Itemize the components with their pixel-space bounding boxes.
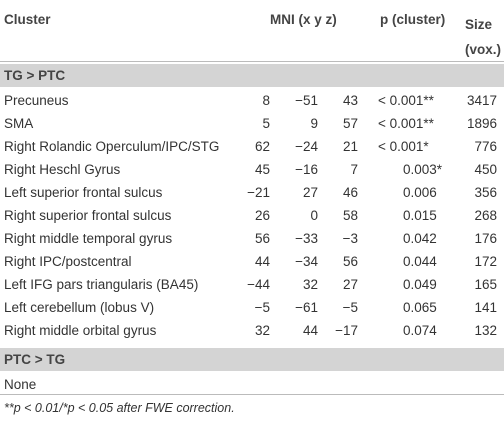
row-label: Left IFG pars triangularis (BA45): [4, 277, 199, 292]
cell: 43: [342, 93, 358, 108]
row-label: Right middle orbital gyrus: [4, 323, 157, 338]
header-cluster: Cluster: [4, 12, 51, 27]
row-label: Right superior frontal sulcus: [4, 208, 172, 223]
cell: 26: [254, 208, 270, 223]
cell: −44: [247, 277, 270, 292]
cell: 8: [262, 93, 270, 108]
cell: 0.074: [403, 323, 437, 338]
section-title: TG > PTC: [4, 68, 66, 83]
header-size: Size (vox.): [465, 17, 502, 57]
cell: −24: [295, 139, 318, 154]
row-label: Right Heschl Gyrus: [4, 162, 121, 177]
cell: 176: [474, 231, 497, 246]
cell: 32: [302, 277, 318, 292]
cell: −5: [254, 300, 270, 315]
cell: 1896: [466, 116, 497, 131]
cell: 45: [254, 162, 270, 177]
cell: 450: [474, 162, 497, 177]
bottom-rule: [0, 394, 504, 395]
cell: 56: [254, 231, 270, 246]
cell: < 0.001*: [378, 139, 429, 154]
cell: 268: [474, 208, 497, 223]
cell: −33: [295, 231, 318, 246]
row-label: Precuneus: [4, 93, 69, 108]
cell: 44: [302, 323, 318, 338]
cell: 3417: [466, 93, 497, 108]
cell: −61: [295, 300, 318, 315]
cell: 7: [350, 162, 358, 177]
cell: 172: [474, 254, 497, 269]
section-title: PTC > TG: [4, 352, 66, 367]
row-label: SMA: [4, 116, 34, 131]
cell: −21: [247, 185, 270, 200]
cell: −17: [335, 323, 358, 338]
cell: 21: [342, 139, 358, 154]
footnote: **p < 0.01/*p < 0.05 after FWE correctio…: [4, 401, 235, 415]
cell: 27: [302, 185, 318, 200]
cell: < 0.001**: [378, 93, 434, 108]
cell: 165: [474, 277, 497, 292]
cell: 46: [342, 185, 358, 200]
cell: 27: [342, 277, 358, 292]
cell: 62: [254, 139, 270, 154]
cell: 0.015: [403, 208, 437, 223]
row-label: Right middle temporal gyrus: [4, 231, 173, 246]
row-label: Right Rolandic Operculum/IPC/STG: [4, 139, 220, 154]
cell: 9: [310, 116, 318, 131]
cell: 0: [310, 208, 318, 223]
section-band: [0, 348, 504, 371]
row-label: Left cerebellum (lobus V): [4, 300, 155, 315]
cell: 0.065: [403, 300, 437, 315]
cell: 0.042: [403, 231, 437, 246]
cell: −34: [295, 254, 318, 269]
cell: 776: [474, 139, 497, 154]
cell: 0.006: [403, 185, 437, 200]
header-rule: [0, 61, 504, 62]
cell: 141: [474, 300, 497, 315]
cell: 5: [262, 116, 270, 131]
section-band: [0, 64, 504, 87]
cell: −51: [295, 93, 318, 108]
cell: 32: [254, 323, 270, 338]
header-mni: MNI (x y z): [270, 12, 337, 27]
cell: 132: [474, 323, 497, 338]
header-p: p (cluster): [380, 12, 446, 27]
cell: < 0.001**: [378, 116, 434, 131]
row-label: Right IPC/postcentral: [4, 254, 132, 269]
row-label: Left superior frontal sulcus: [4, 185, 163, 200]
cell: −5: [342, 300, 358, 315]
cell: 356: [474, 185, 497, 200]
row-label: None: [4, 377, 37, 392]
cell: 56: [342, 254, 358, 269]
cell: −16: [295, 162, 318, 177]
cell: 57: [342, 116, 358, 131]
cell: 0.003*: [403, 162, 443, 177]
cell: 0.049: [403, 277, 437, 292]
cell: 0.044: [403, 254, 437, 269]
cell: 44: [254, 254, 270, 269]
cell: −3: [342, 231, 358, 246]
cell: 58: [342, 208, 358, 223]
